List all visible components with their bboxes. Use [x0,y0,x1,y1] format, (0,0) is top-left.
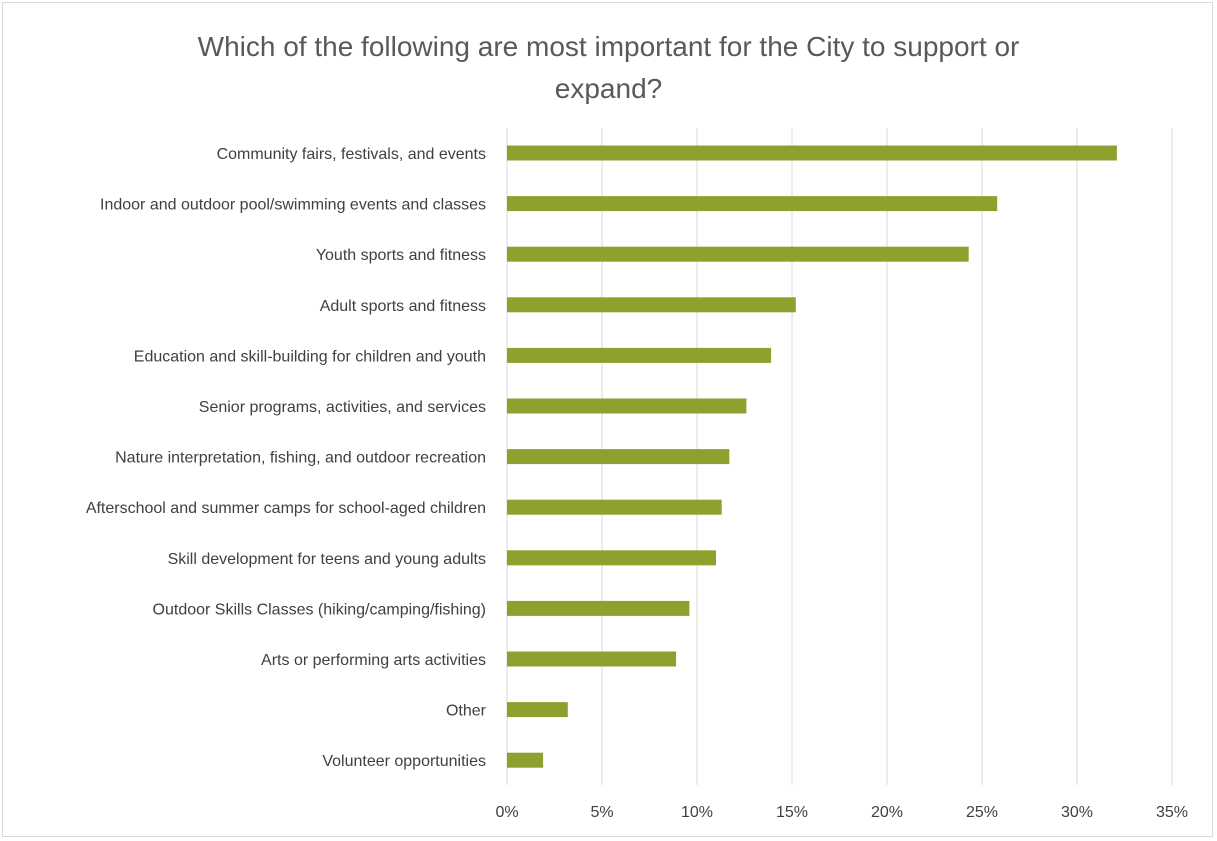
x-tick-label: 25% [966,804,998,821]
bar [507,499,722,515]
category-label: Youth sports and fitness [316,247,486,264]
category-label: Arts or performing arts activities [261,652,486,669]
bar [507,600,690,616]
bar [507,550,716,566]
chart-title-text: Which of the following are most importan… [197,31,1020,104]
bar [507,702,568,718]
category-label: Volunteer opportunities [322,753,486,770]
x-tick-label: 0% [495,804,518,821]
bar [507,347,772,363]
bar [507,145,1117,161]
bar [507,752,544,768]
x-tick-label: 5% [590,804,613,821]
x-tick-label: 15% [776,804,808,821]
x-tick-label: 30% [1061,804,1093,821]
bars [507,145,1117,768]
x-tick-labels: 0% 5% 10% 15% 20% 25% 30% 35% [495,804,1188,821]
bar [507,196,998,212]
x-tick-label: 35% [1156,804,1188,821]
category-label: Education and skill-building for childre… [134,348,486,365]
category-label: Skill development for teens and young ad… [168,551,486,568]
category-label: Nature interpretation, fishing, and outd… [115,450,486,467]
category-label: Afterschool and summer camps for school-… [86,500,486,517]
bar [507,449,730,465]
bar [507,651,677,667]
category-labels: Community fairs, festivals, and events In… [86,146,487,770]
category-label: Senior programs, activities, and service… [199,399,486,416]
bar [507,246,969,262]
category-label: Other [446,703,487,720]
category-label: Indoor and outdoor pool/swimming events … [100,197,486,214]
x-tick-label: 10% [681,804,713,821]
bar [507,297,796,313]
chart-title: Which of the following are most importan… [0,26,1217,110]
category-label: Community fairs, festivals, and events [217,146,486,163]
x-tick-label: 20% [871,804,903,821]
category-label: Outdoor Skills Classes (hiking/camping/f… [153,601,486,618]
bar [507,398,747,414]
category-label: Adult sports and fitness [320,298,486,315]
